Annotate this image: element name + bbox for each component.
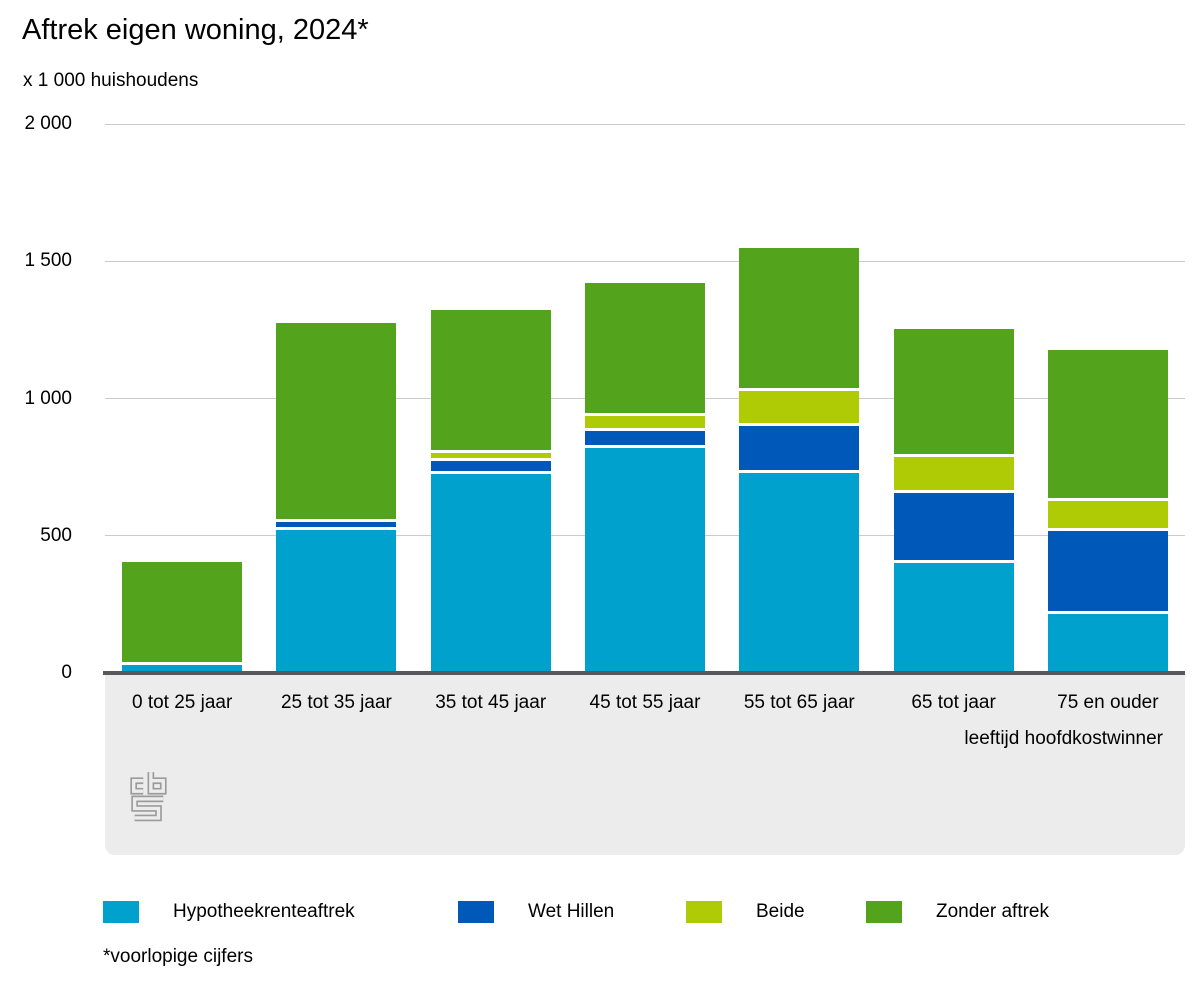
bar-segment-Zonder-aftrek <box>276 323 397 522</box>
chart-title: Aftrek eigen woning, 2024* <box>22 14 369 46</box>
gridline-2000 <box>105 123 1185 125</box>
bar-segment-Zonder-aftrek <box>122 562 243 665</box>
legend-swatch <box>458 901 494 923</box>
x-category-label: 25 tot 35 jaar <box>280 692 392 713</box>
x-axis-title: leeftijd hoofdkostwinner <box>964 728 1163 749</box>
bar-segment-Hypotheekrenteaftrek <box>1047 614 1168 673</box>
legend-item-Hypotheekrenteaftrek[interactable]: Hypotheekrenteaftrek <box>103 901 355 923</box>
bar-35-tot-45-jaar <box>430 310 551 673</box>
legend-swatch <box>103 901 139 923</box>
legend-swatch <box>686 901 722 923</box>
bar-segment-Zonder-aftrek <box>430 310 551 453</box>
legend-label: Hypotheekrenteaftrek <box>173 901 355 922</box>
bar-55-tot-65-jaar <box>739 248 860 673</box>
x-category-label: 0 tot 25 jaar <box>131 692 233 713</box>
footnote: *voorlopige cijfers <box>103 946 253 967</box>
legend-item-Beide[interactable]: Beide <box>686 901 805 923</box>
y-tick-label: 1 000 <box>24 387 72 409</box>
x-category-label: 55 tot 65 jaar <box>743 692 855 713</box>
bar-segment-Wet-Hillen <box>276 522 397 530</box>
bar-segment-Wet-Hillen <box>430 461 551 474</box>
y-tick-label: 1 500 <box>24 250 72 272</box>
chart-subtitle: x 1 000 huishoudens <box>23 70 199 91</box>
legend-item-Zonder-aftrek[interactable]: Zonder aftrek <box>866 901 1049 923</box>
legend-label: Zonder aftrek <box>936 901 1049 922</box>
x-axis-baseline <box>103 671 1185 675</box>
bar-segment-Wet-Hillen <box>893 493 1014 563</box>
bar-segment-Beide <box>1047 501 1168 531</box>
bar-segment-Beide <box>585 416 705 431</box>
y-tick-label: 0 <box>61 662 72 683</box>
x-category-label: 75 en ouder <box>1057 692 1159 713</box>
bar-segment-Hypotheekrenteaftrek <box>276 530 397 673</box>
legend-swatch <box>866 901 902 923</box>
bar-segment-Hypotheekrenteaftrek <box>739 473 860 673</box>
bar-segment-Wet-Hillen <box>585 431 705 448</box>
legend: Hypotheekrenteaftrek Wet Hillen Beide Zonde… <box>0 901 1200 927</box>
bar-segment-Beide <box>893 457 1014 493</box>
x-axis-panel <box>105 675 1185 855</box>
bar-segment-Zonder-aftrek <box>585 283 705 416</box>
legend-item-Wet-Hillen[interactable]: Wet Hillen <box>458 901 614 923</box>
bar-segment-Hypotheekrenteaftrek <box>122 665 243 673</box>
y-tick-label: 2 000 <box>24 113 72 134</box>
bar-25-tot-35-jaar <box>276 323 397 673</box>
bar-segment-Hypotheekrenteaftrek <box>430 474 551 673</box>
legend-label: Wet Hillen <box>528 901 615 922</box>
bar-75-en-ouder <box>1047 350 1168 673</box>
x-category-label: 35 tot 45 jaar <box>435 692 547 713</box>
bar-segment-Beide <box>430 453 551 461</box>
cbs-logo <box>130 772 167 822</box>
bar-segment-Wet-Hillen <box>1047 531 1168 614</box>
legend-label: Beide <box>756 901 805 922</box>
bar-segment-Hypotheekrenteaftrek <box>585 448 705 673</box>
bar-segment-Hypotheekrenteaftrek <box>893 563 1014 673</box>
bar-45-tot-55-jaar <box>585 283 705 673</box>
gridline-1500 <box>105 260 1185 262</box>
x-category-label: 65 tot jaar <box>911 692 996 713</box>
bar-segment-Beide <box>739 391 860 426</box>
y-tick-label: 500 <box>40 524 72 546</box>
bar-0-tot-25-jaar <box>122 562 243 673</box>
bar-segment-Zonder-aftrek <box>893 329 1014 457</box>
bar-65-tot-jaar <box>893 329 1014 673</box>
bar-segment-Zonder-aftrek <box>739 248 860 391</box>
bar-segment-Wet-Hillen <box>739 426 860 473</box>
bar-segment-Zonder-aftrek <box>1047 350 1168 501</box>
x-category-label: 45 tot 55 jaar <box>589 692 701 713</box>
